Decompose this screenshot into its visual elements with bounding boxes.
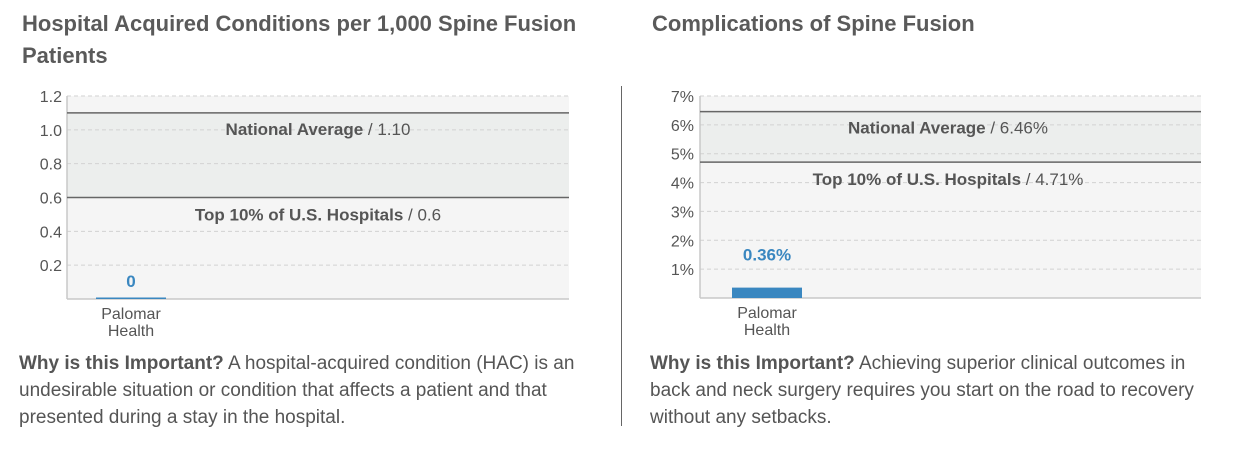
reference-value: / 4.71%: [1021, 170, 1083, 189]
why-body: A hospital-acquired condition (HAC) is a…: [19, 353, 575, 428]
why-heading: Why is this Important?: [650, 353, 855, 374]
x-category-label: Palomar: [101, 306, 161, 323]
right-panel: Complications of Spine Fusion 1% 2% 3% 4% 5%…: [630, 0, 1246, 454]
bar: [732, 287, 802, 298]
why-heading: Why is this Important?: [19, 353, 224, 374]
reference-band: [700, 111, 1201, 163]
y-tick-label: 1.2: [40, 89, 62, 106]
reference-name: Top 10% of U.S. Hospitals: [813, 170, 1021, 189]
reference-label: Top 10% of U.S. Hospitals / 4.71%: [813, 170, 1084, 189]
panel-divider: [621, 86, 622, 426]
y-tick-label: 0.6: [40, 191, 62, 208]
why-important-text: Why is this Important? Achieving superio…: [650, 350, 1230, 431]
bar-value-label: 0.36%: [743, 246, 791, 265]
chart-title: Complications of Spine Fusion: [652, 11, 975, 36]
reference-label: National Average / 1.10: [226, 120, 411, 139]
reference-value: / 6.46%: [986, 119, 1048, 138]
y-tick-label: 0.4: [40, 224, 62, 241]
y-tick-label: 1.0: [40, 123, 62, 140]
reference-name: National Average: [226, 120, 364, 139]
y-tick-label: 2%: [671, 233, 694, 250]
reference-value: / 0.6: [403, 206, 441, 225]
reference-label: Top 10% of U.S. Hospitals / 0.6: [195, 206, 441, 225]
x-category-label: Health: [744, 322, 790, 339]
reference-label: National Average / 6.46%: [848, 119, 1048, 138]
reference-value: / 1.10: [363, 120, 410, 139]
why-important-text: Why is this Important? A hospital-acquir…: [19, 350, 599, 431]
bar-value-label: 0: [126, 272, 135, 291]
y-tick-label: 5%: [671, 147, 694, 164]
reference-band: [67, 112, 569, 198]
reference-name: Top 10% of U.S. Hospitals: [195, 206, 403, 225]
left-panel: Hospital Acquired Conditions per 1,000 S…: [0, 0, 610, 454]
y-tick-label: 1%: [671, 262, 694, 279]
reference-name: National Average: [848, 119, 986, 138]
hac-chart: 0.2 0.4 0.6 0.8 1.0 1.2 National Average / 1.1…: [40, 89, 569, 340]
why-body: Achieving superior clinical outcomes in …: [650, 353, 1194, 428]
chart-title: Hospital Acquired Conditions per 1,000 S…: [22, 11, 577, 68]
y-tick-label: 0.8: [40, 157, 62, 174]
y-tick-label: 7%: [671, 89, 694, 106]
x-category-label: Health: [108, 323, 154, 340]
y-tick-label: 6%: [671, 118, 694, 135]
y-tick-label: 4%: [671, 176, 694, 193]
y-tick-label: 3%: [671, 204, 694, 221]
bar: [96, 297, 166, 299]
x-category-label: Palomar: [737, 305, 797, 322]
y-tick-label: 0.2: [40, 258, 62, 275]
complications-chart: 1% 2% 3% 4% 5% 6% 7% National Average / 6.46% To…: [671, 89, 1201, 339]
